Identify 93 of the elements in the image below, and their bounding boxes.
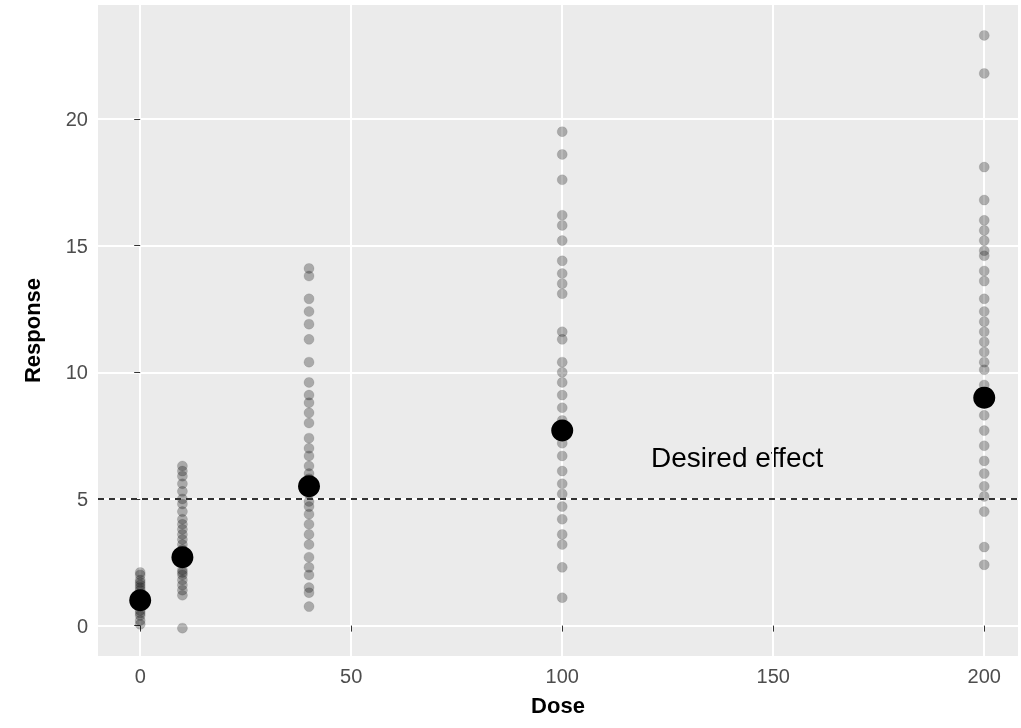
point [303, 528, 315, 540]
point [978, 265, 990, 277]
point [303, 333, 315, 345]
y-axis-title: Response [19, 277, 45, 384]
y-tick-label: 15 [65, 234, 88, 257]
point [556, 478, 568, 490]
point [978, 506, 990, 518]
point [556, 561, 568, 573]
point [556, 174, 568, 186]
y-tick-label: 20 [65, 107, 88, 130]
point [978, 440, 990, 452]
point [978, 67, 990, 79]
point [556, 278, 568, 290]
point [556, 539, 568, 551]
point [556, 501, 568, 513]
point [978, 425, 990, 437]
x-tick-label: 100 [545, 665, 579, 687]
point [556, 219, 568, 231]
point [978, 161, 990, 173]
point [129, 589, 152, 612]
point [978, 235, 990, 247]
point [556, 465, 568, 477]
point [978, 356, 990, 368]
point [303, 442, 315, 454]
point [556, 356, 568, 368]
point [978, 541, 990, 553]
point [978, 346, 990, 358]
x-tick-label: 200 [967, 665, 1001, 687]
point [303, 407, 315, 419]
y-tick-label: 5 [76, 487, 88, 510]
point [556, 366, 568, 378]
point [978, 214, 990, 226]
point [303, 601, 315, 613]
point [303, 417, 315, 429]
point [303, 262, 315, 274]
point [978, 326, 990, 338]
point [978, 336, 990, 348]
point [556, 268, 568, 279]
x-tick-label: 0 [134, 665, 146, 687]
point [303, 460, 315, 472]
point [303, 561, 315, 573]
point [556, 402, 568, 414]
point [171, 546, 194, 569]
point [303, 539, 315, 551]
point [978, 275, 990, 287]
point [978, 194, 990, 206]
point [556, 528, 568, 540]
point [556, 255, 568, 267]
point [556, 488, 568, 500]
x-axis-title: Dose [531, 692, 585, 718]
point [556, 592, 568, 604]
point [978, 245, 990, 257]
point [978, 490, 990, 502]
point [978, 455, 990, 467]
point [556, 376, 568, 388]
point [978, 224, 990, 236]
point [176, 460, 188, 472]
point [556, 209, 568, 221]
point [556, 389, 568, 401]
point [556, 288, 568, 300]
point [978, 480, 990, 492]
point [303, 356, 315, 368]
point [556, 326, 568, 338]
y-tick-label: 0 [76, 614, 88, 637]
x-tick-label: 50 [340, 665, 363, 687]
point [303, 551, 315, 563]
point [978, 293, 990, 305]
point [556, 235, 568, 247]
point [303, 582, 315, 594]
point [303, 293, 315, 305]
annotation: Desired effect [651, 441, 824, 473]
point [303, 306, 315, 317]
point [978, 409, 990, 421]
point [556, 148, 568, 160]
point [978, 559, 990, 571]
point [176, 622, 188, 634]
point [978, 306, 990, 317]
point [551, 419, 574, 442]
point [556, 126, 568, 138]
point [556, 513, 568, 525]
point [303, 389, 315, 401]
point [303, 432, 315, 444]
point [303, 376, 315, 388]
point [303, 318, 315, 330]
x-tick-label: 150 [756, 665, 790, 687]
point [298, 475, 321, 498]
point [556, 450, 568, 462]
point [978, 29, 990, 41]
point [978, 468, 990, 480]
point [978, 316, 990, 328]
point [973, 386, 996, 409]
y-tick-label: 10 [65, 361, 88, 384]
point [303, 518, 315, 530]
